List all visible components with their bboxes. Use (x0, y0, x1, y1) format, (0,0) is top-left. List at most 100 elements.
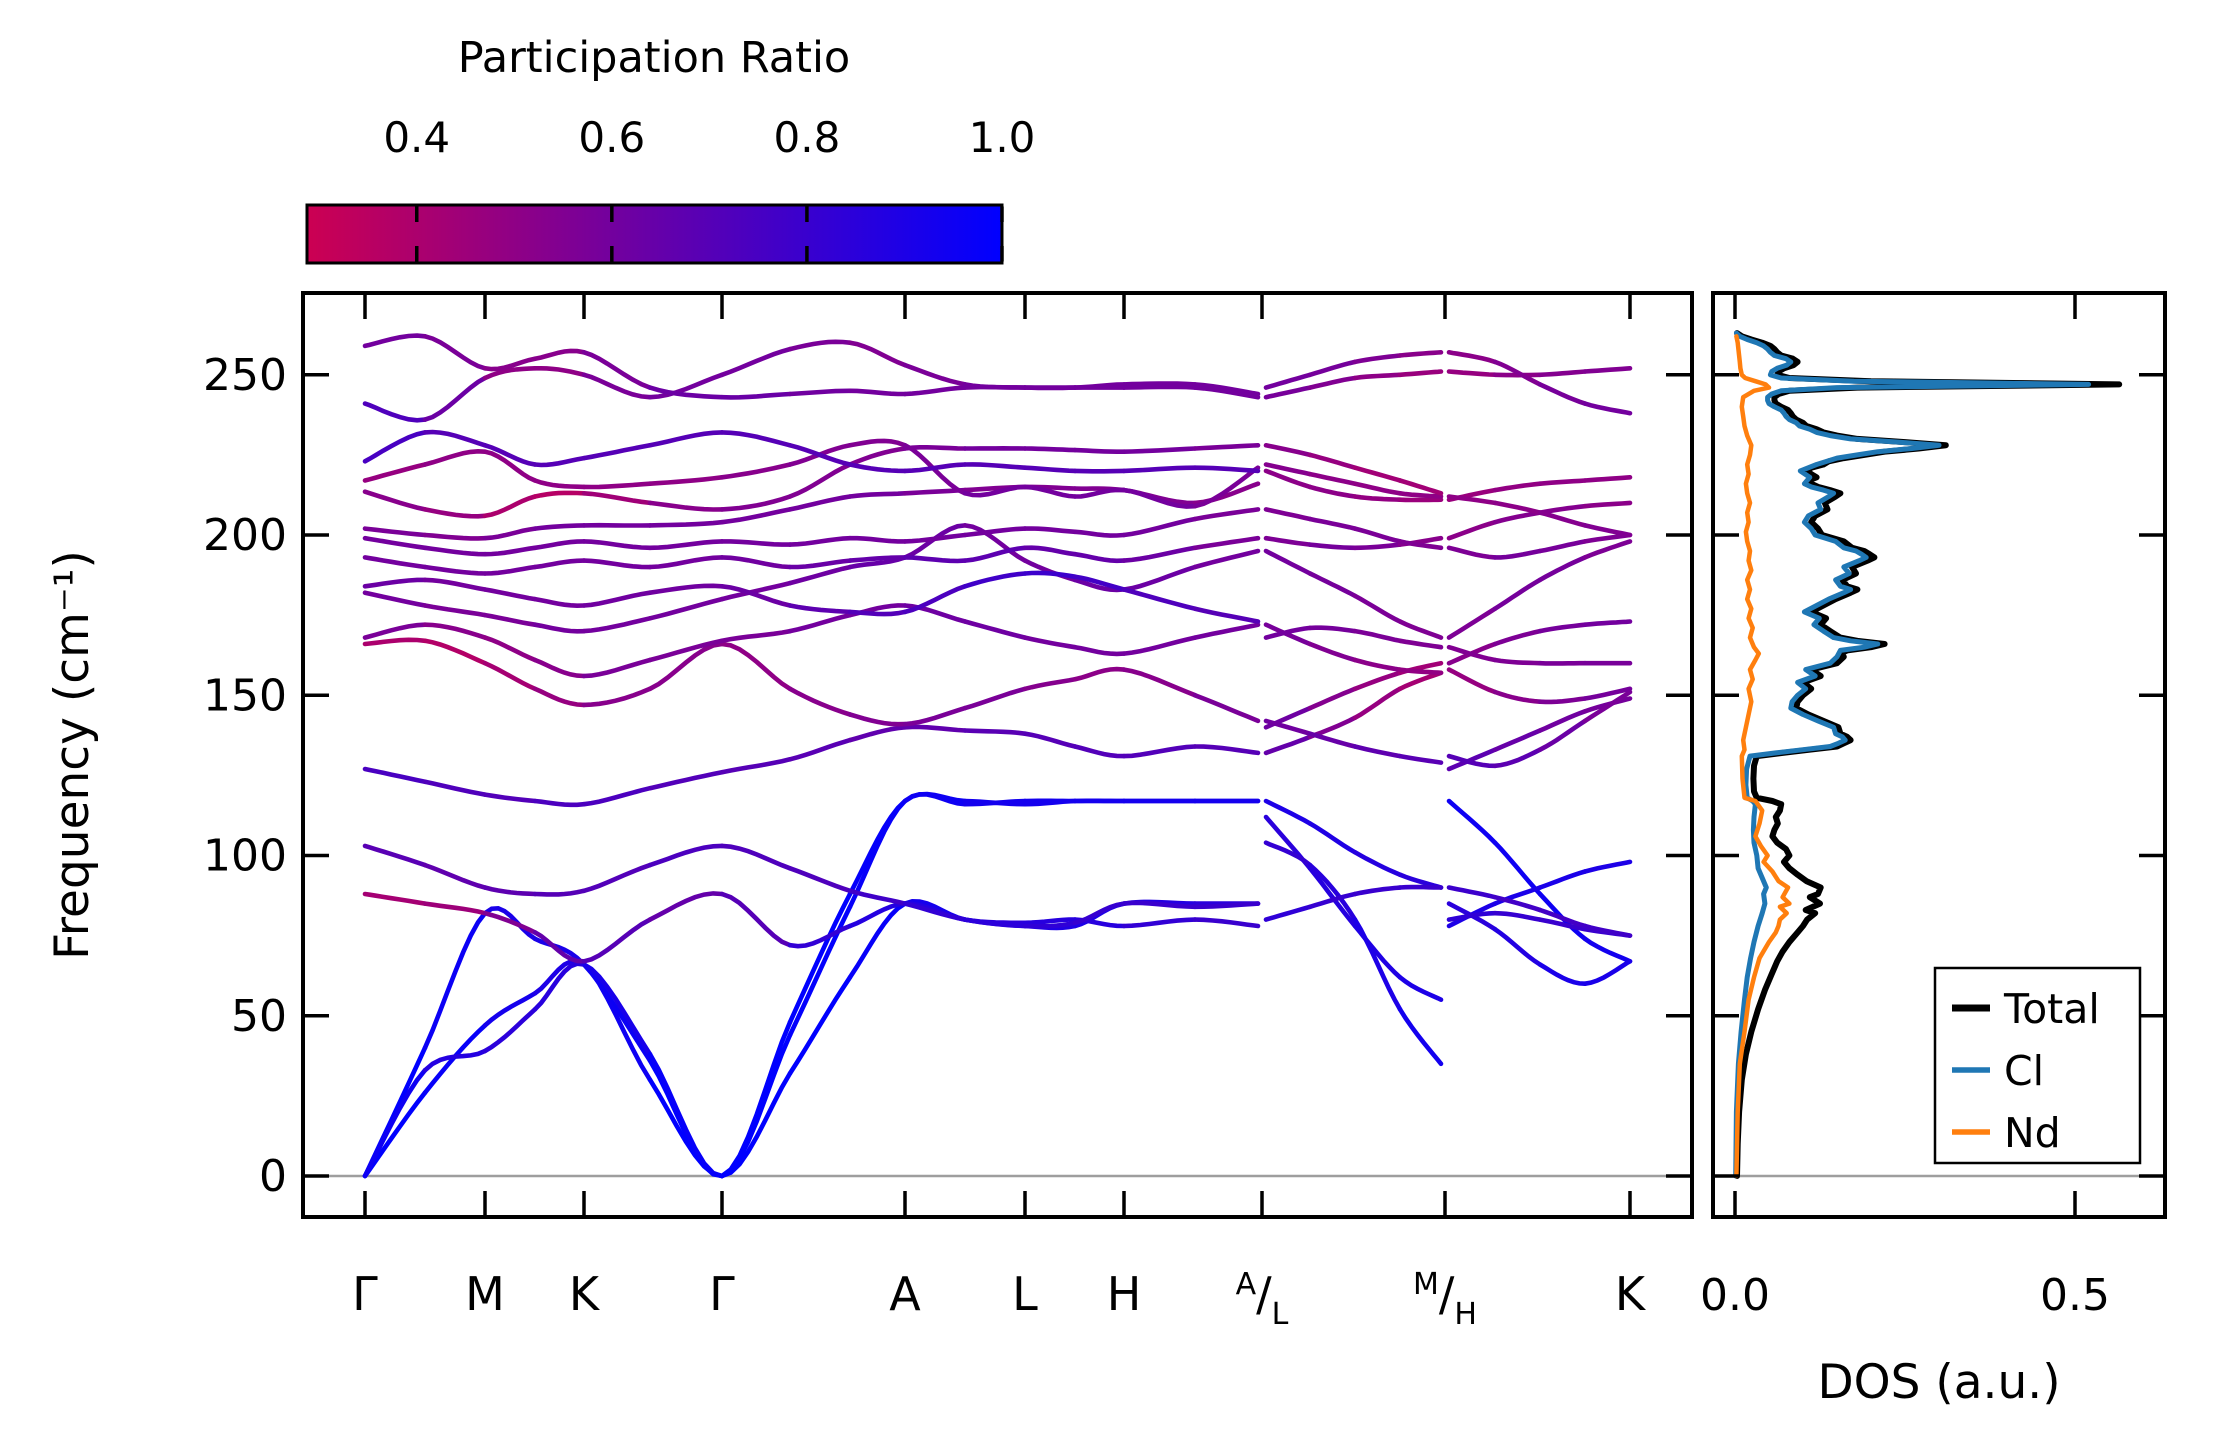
band-curve-segment (1307, 542, 1358, 551)
band-curve-segment (362, 637, 428, 647)
band-curve-segment (1537, 382, 1588, 406)
band-curve-segment (362, 333, 428, 349)
band-curve-segment (1072, 744, 1127, 759)
band-curve-segment (719, 462, 793, 480)
band-curve-segment (1446, 369, 1498, 377)
band-curve-segment (422, 545, 488, 557)
band-curve-segment (1072, 901, 1127, 926)
band-curve-segment (719, 843, 793, 871)
band-curve-segment (1072, 447, 1127, 454)
band-curve-segment (581, 350, 653, 390)
band-curve-segment (1537, 510, 1588, 528)
k-point-label: K (1615, 1267, 1647, 1321)
band-curve-segment (1446, 545, 1498, 560)
band-curve-segment (1537, 503, 1588, 515)
band-curve-segment (1446, 606, 1498, 640)
band-curve-segment (647, 638, 725, 663)
band-curve-segment (532, 478, 587, 490)
band-curve-segment (787, 339, 853, 352)
colorbar-tick-label: 0.6 (578, 113, 645, 162)
band-curve-segment (532, 490, 587, 499)
k-point-label: A (889, 1267, 921, 1321)
band-curve-segment (719, 494, 793, 512)
band-curve-segment (902, 724, 968, 733)
band-curve-segment (422, 334, 488, 371)
band-curve-segment (1352, 526, 1403, 544)
band-curve-segment (532, 622, 587, 634)
legend-label-total: Total (2003, 985, 2100, 1033)
y-tick-label: 100 (203, 831, 287, 882)
band-curve-segment (1352, 353, 1403, 365)
band-curve-segment (1022, 545, 1078, 557)
band-curve-segment (362, 843, 428, 868)
band-curve-segment (532, 558, 587, 570)
band-curve-segment (719, 507, 793, 525)
band-curve-segment (422, 577, 488, 592)
band-curve-segment (1263, 462, 1313, 477)
band-curve-segment (1352, 372, 1403, 381)
band-curve-segment (532, 657, 587, 679)
band-curve-segment (422, 375, 488, 422)
band-curve-segment (647, 519, 725, 528)
band-curve-segment (719, 391, 793, 400)
band-curve-segment (1582, 500, 1633, 509)
band-curve-segment (1072, 644, 1127, 657)
band-curve-segment (1121, 381, 1198, 387)
colorbar-title: Participation Ratio (458, 33, 851, 83)
band-curve-segment (422, 638, 488, 666)
band-curve-segment (1192, 744, 1261, 756)
band-curve-segment (362, 535, 428, 551)
band-curve-segment (1263, 705, 1313, 730)
band-curve-segment (787, 904, 853, 1038)
band-curve-segment (962, 545, 1028, 563)
band-curve-segment (422, 448, 488, 467)
band-curve-segment (787, 686, 853, 717)
band-curve-segment (1492, 728, 1543, 752)
band-curve-segment (482, 612, 538, 627)
band-curve-segment (1537, 478, 1588, 486)
band-curve-segment (787, 443, 853, 467)
band-curve-segment (1121, 465, 1198, 474)
band-curve-segment (1352, 465, 1403, 483)
band-curve-segment (787, 866, 853, 894)
band-curve-segment (1192, 535, 1261, 551)
band-curve-segment (1192, 548, 1261, 570)
band-curve-segment (719, 580, 793, 602)
band-curve-segment (962, 462, 1028, 470)
band-curve-segment (1352, 542, 1403, 551)
band-curve-segment (1121, 384, 1198, 390)
panel-spine (1711, 291, 2167, 1219)
band-curve-segment (1446, 519, 1498, 541)
band-curve-segment (532, 888, 587, 897)
band-curve-segment (482, 526, 538, 541)
band-curve-segment (1192, 465, 1261, 474)
band-curve-segment (581, 590, 653, 608)
band-curve-segment (847, 446, 908, 467)
band-curve-segment (1072, 529, 1127, 538)
band-curve-segment (1537, 555, 1588, 583)
band-curve-segment (1582, 936, 1633, 964)
band-curve-segment (787, 603, 853, 615)
dos-x-axis-label: DOS (a.u.) (1817, 1355, 2060, 1410)
band-curve-segment (1352, 744, 1403, 759)
band-curve-segment (482, 356, 538, 372)
band-curve-segment (1446, 910, 1498, 922)
band-curve-segment (1397, 667, 1444, 676)
band-curve-segment (1022, 484, 1078, 499)
band-curve-segment (1582, 366, 1633, 374)
band-curve-segment (647, 1051, 725, 1179)
band-curve-segment (1307, 375, 1358, 390)
band-curve-segment (1352, 593, 1403, 624)
band-curve-segment (787, 462, 853, 499)
legend-label-nd: Nd (2004, 1109, 2061, 1157)
band-curve-segment (482, 366, 538, 381)
band-curve-segment (1492, 359, 1543, 387)
band-curve-segment (902, 362, 968, 387)
band-curve-segment (1352, 670, 1403, 692)
k-point-label: A/L (1236, 1267, 1289, 1332)
band-curve-segment (847, 609, 908, 617)
band-curve-segment (532, 961, 587, 1012)
band-curve-segment (482, 545, 538, 557)
colorbar-gradient (305, 203, 1004, 265)
band-curve-segment (1307, 471, 1358, 486)
